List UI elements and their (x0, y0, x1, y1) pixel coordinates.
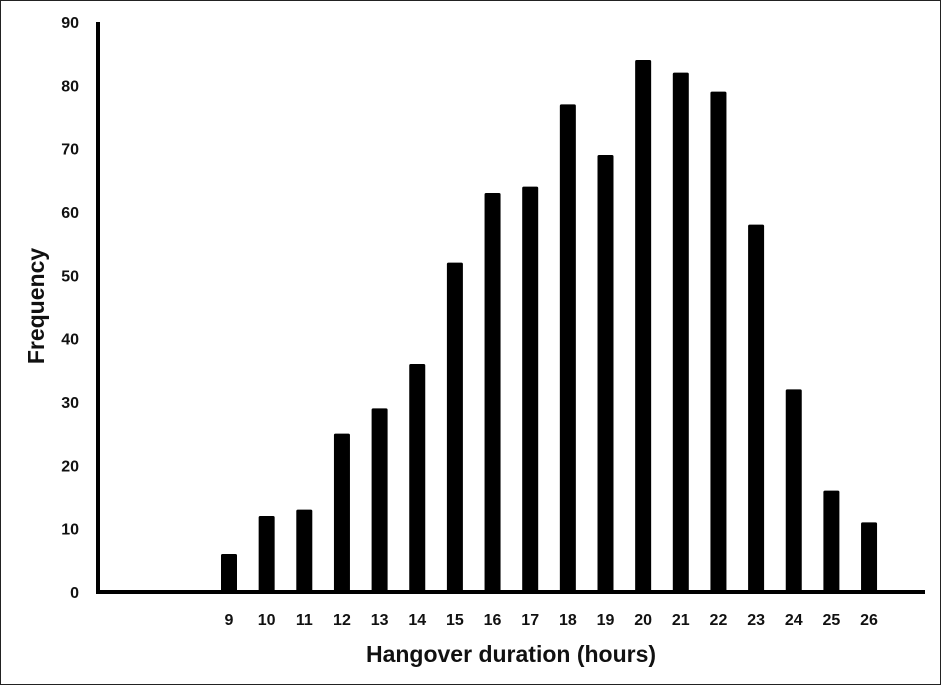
bar-23 (748, 224, 765, 592)
x-tick-label: 15 (446, 612, 464, 629)
bar-19 (597, 155, 614, 592)
bar-15 (446, 262, 463, 592)
y-tick-labels: 0 10 20 30 40 50 60 70 80 90 (61, 15, 79, 602)
bar-13 (371, 408, 388, 592)
x-tick-label: 26 (860, 612, 878, 629)
y-axis-title: Frequency (23, 248, 49, 365)
bar-10 (258, 516, 275, 592)
bar-14 (409, 364, 426, 592)
y-tick-label: 90 (61, 15, 79, 32)
bar-22 (710, 91, 727, 593)
y-tick-label: 50 (61, 268, 79, 285)
x-tick-label: 16 (484, 612, 502, 629)
y-tick-label: 60 (61, 205, 79, 222)
y-tick-label: 20 (61, 458, 79, 475)
x-tick-label: 19 (597, 612, 615, 629)
x-tick-label: 25 (823, 612, 841, 629)
bars-group (221, 60, 878, 593)
y-tick-label: 30 (61, 395, 79, 412)
bar-18 (559, 104, 576, 592)
x-tick-label: 11 (296, 612, 313, 629)
x-tick-labels: 9 10 11 12 13 14 15 16 17 18 19 20 21 22 23 24 25 26 (225, 612, 879, 629)
x-tick-label: 17 (521, 612, 539, 629)
bar-9 (221, 554, 237, 592)
y-tick-label: 10 (61, 522, 79, 539)
bar-21 (672, 72, 689, 592)
x-axis-title: Hangover duration (hours) (366, 641, 656, 667)
x-tick-label: 18 (559, 612, 577, 629)
y-tick-label: 40 (61, 332, 79, 349)
bar-12 (333, 433, 350, 592)
x-tick-label: 14 (408, 612, 426, 629)
x-tick-label: 24 (785, 612, 803, 629)
bar-16 (484, 193, 501, 592)
x-tick-label: 20 (634, 612, 652, 629)
x-tick-label: 21 (672, 612, 690, 629)
x-tick-label: 22 (710, 612, 728, 629)
x-tick-label: 12 (333, 612, 351, 629)
bar-25 (823, 490, 840, 592)
x-tick-label: 10 (258, 612, 276, 629)
y-tick-label: 0 (70, 585, 79, 602)
bar-26 (861, 522, 878, 592)
x-tick-label: 13 (371, 612, 389, 629)
x-tick-label: 23 (747, 612, 765, 629)
y-tick-label: 80 (61, 78, 79, 95)
y-tick-label: 70 (61, 142, 79, 159)
bar-11 (296, 509, 313, 592)
bar-20 (635, 60, 652, 592)
x-tick-label: 9 (225, 612, 234, 629)
bar-17 (522, 186, 539, 592)
bar-24 (785, 389, 802, 592)
